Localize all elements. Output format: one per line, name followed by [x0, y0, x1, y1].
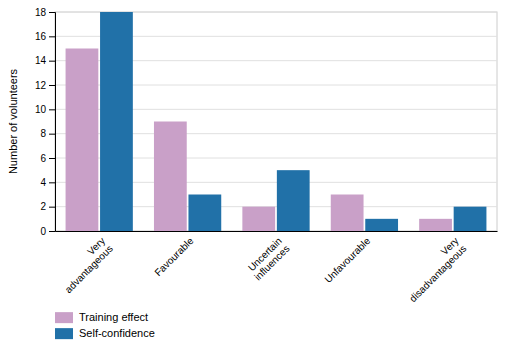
bar [277, 170, 310, 231]
y-tick: 12 [35, 80, 55, 91]
y-tick-label: 10 [35, 104, 47, 115]
legend-item: Self-confidence [55, 327, 155, 339]
x-tick-label: Unfavourable [322, 235, 372, 285]
bar [188, 195, 221, 232]
y-tick: 6 [40, 153, 55, 164]
bar [66, 49, 99, 232]
x-tick: Veryadvantageous [55, 235, 115, 295]
y-tick-label: 6 [40, 153, 46, 164]
bar [154, 122, 187, 232]
x-tick-label: Favourable [152, 235, 195, 278]
x-tick: Unfavourable [322, 235, 372, 285]
y-tick-mark [49, 158, 55, 159]
x-tick: Favourable [152, 235, 195, 278]
y-tick-mark [49, 109, 55, 110]
y-tick-mark [49, 61, 55, 62]
legend-item: Training effect [55, 311, 148, 323]
legend-swatch [55, 328, 73, 339]
y-tick: 2 [40, 201, 55, 212]
legend-label: Self-confidence [79, 327, 155, 339]
legend-label: Training effect [79, 311, 148, 323]
y-tick: 16 [35, 31, 55, 42]
bars [66, 12, 487, 231]
bar [419, 219, 452, 231]
x-tick: Verydisadvantageous [399, 235, 468, 304]
y-tick-mark [49, 36, 55, 37]
y-tick-label: 8 [40, 128, 46, 139]
y-tick: 0 [40, 226, 55, 237]
y-tick-label: 16 [35, 31, 47, 42]
plot: 0 2 4 6 8 10 12 14 16 18 Veryadvantageous Favourabl… [35, 7, 498, 304]
bar [365, 219, 398, 231]
x-tick-label: Veryadvantageous [55, 235, 115, 295]
y-tick-label: 0 [40, 226, 46, 237]
x-tick-label: Uncertaininfluences [244, 235, 291, 282]
bar-series [100, 12, 486, 231]
grid [55, 12, 497, 231]
y-tick-mark [49, 207, 55, 208]
y-axis: 0 2 4 6 8 10 12 14 16 18 [35, 7, 56, 237]
bar [242, 207, 275, 231]
y-tick: 10 [35, 104, 55, 115]
y-tick-mark [49, 182, 55, 183]
plot-frame [55, 12, 497, 231]
y-tick: 14 [35, 55, 55, 66]
y-tick-mark [49, 134, 55, 135]
x-tick-label: Verydisadvantageous [399, 235, 468, 304]
y-tick-label: 18 [35, 7, 47, 18]
y-tick-mark [49, 231, 55, 232]
bar [100, 12, 133, 231]
chart: 0 2 4 6 8 10 12 14 16 18 Veryadvantageous Favourabl… [0, 0, 512, 353]
y-tick-label: 14 [35, 55, 47, 66]
legend-swatch [55, 312, 73, 323]
y-tick-mark [49, 12, 55, 13]
legend: Training effect Self-confidence [55, 311, 155, 339]
x-axis: Veryadvantageous Favourable Uncertaininflu… [55, 232, 498, 305]
y-tick: 4 [40, 177, 55, 188]
bar [331, 195, 364, 232]
y-axis-line [49, 13, 56, 232]
x-tick: Uncertaininfluences [244, 235, 291, 282]
y-tick-label: 12 [35, 80, 47, 91]
y-tick-label: 4 [40, 177, 46, 188]
y-tick: 18 [35, 7, 55, 18]
y-tick-label: 2 [40, 201, 46, 212]
bar [454, 207, 487, 231]
x-axis-line [56, 231, 498, 232]
y-tick-mark [49, 85, 55, 86]
y-tick: 8 [40, 128, 55, 139]
y-axis-title: Number of volunteers [7, 68, 19, 174]
